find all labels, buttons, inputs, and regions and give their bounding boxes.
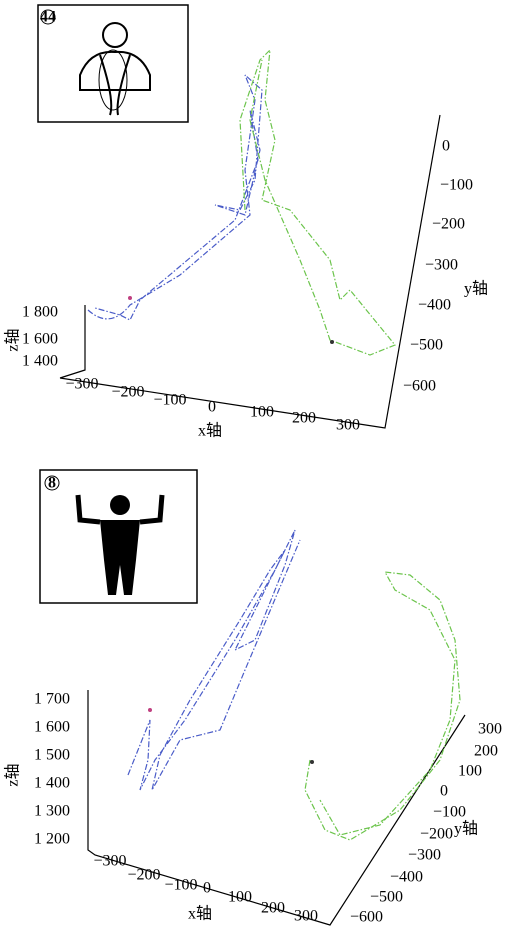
y-tick-label: −600 [350,909,383,926]
y-tick-label: 0 [440,783,448,800]
y-tick-label: −300 [425,257,458,274]
y-tick-label: −300 [408,847,441,864]
inset-2 [40,470,197,603]
inset-number: 44 [40,9,56,26]
y-tick-label: −200 [420,826,453,843]
z-tick-label: 1 600 [34,719,70,736]
z-tick-label: 1 300 [34,803,70,820]
start-marker [330,340,334,344]
x-tick-label: −100 [153,392,186,409]
figure: 441 8001 6001 400z轴−300−200−100010020030… [0,0,508,928]
z-axis-label: z轴 [4,763,22,786]
start-marker [310,760,314,764]
x-tick-label: 200 [261,900,285,917]
y-tick-label: 100 [458,763,482,780]
z-tick-label: 1 400 [34,775,70,792]
y-axis-label: y轴 [454,820,478,838]
z-tick-label: 1 700 [34,691,70,708]
z-tick-label: 1 500 [34,747,70,764]
z-tick-label: 1 800 [22,304,58,321]
x-tick-label: −300 [93,853,126,870]
x-tick-label: −200 [111,384,144,401]
trajectory-green [305,572,460,840]
inset-1 [38,5,188,122]
y-tick-label: 300 [478,721,502,738]
x-tick-label: 300 [294,908,318,925]
trajectory-green [240,50,395,355]
start-marker [128,296,132,300]
y-tick-label: −500 [370,889,403,906]
y-tick-label: 200 [474,743,498,760]
inset-number: 8 [48,475,56,492]
x-tick-label: 200 [292,410,316,427]
x-tick-label: 100 [250,404,274,421]
x-tick-label: 0 [208,399,216,416]
x-tick-label: −200 [127,867,160,884]
y-tick-label: −100 [433,804,466,821]
axes [60,115,440,428]
axes [88,690,465,925]
z-tick-label: 1 600 [22,331,58,348]
y-axis-label: y轴 [464,280,488,298]
y-tick-label: −400 [418,297,451,314]
x-tick-label: 300 [336,417,360,434]
y-tick-label: −400 [390,869,423,886]
x-tick-label: 100 [228,889,252,906]
x-tick-label: −100 [164,877,197,894]
y-tick-label: −100 [440,177,473,194]
y-tick-label: −500 [410,337,443,354]
z-tick-label: 1 400 [22,353,58,370]
start-marker [148,708,152,712]
y-tick-label: −600 [403,378,436,395]
z-axis-label: z轴 [4,328,22,351]
x-tick-label: 0 [203,880,211,897]
y-tick-label: −200 [432,216,465,233]
x-tick-label: −300 [65,376,98,393]
y-tick-label: 0 [442,138,450,155]
z-tick-label: 1 200 [34,831,70,848]
x-axis-label: x轴 [198,422,222,440]
x-axis-label: x轴 [188,905,212,923]
